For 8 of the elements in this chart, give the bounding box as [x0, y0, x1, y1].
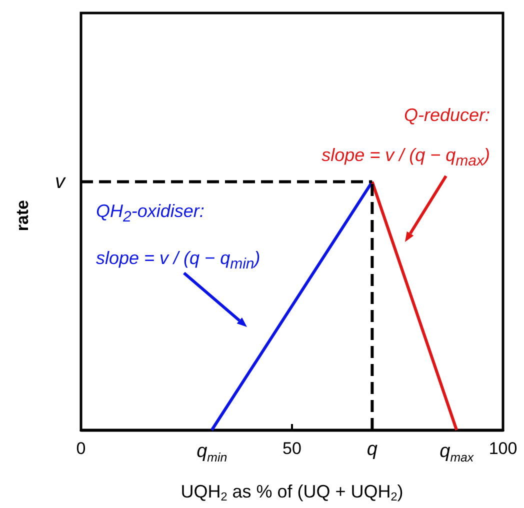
x-tick-label: q [366, 439, 378, 460]
x-tick-label: 50 [282, 439, 302, 458]
text: Q-reducer: slope = v / (q − q$_{max}$) [322, 104, 490, 172]
y-axis-title: rate [13, 200, 32, 232]
text: QH$_{2}$-oxidiser: slope = v / (q − q$_{min}$) [96, 201, 260, 272]
x-tick-label: 0 [76, 439, 86, 458]
annotation: v [55, 170, 66, 193]
x-tick-label: 100 [488, 439, 518, 458]
